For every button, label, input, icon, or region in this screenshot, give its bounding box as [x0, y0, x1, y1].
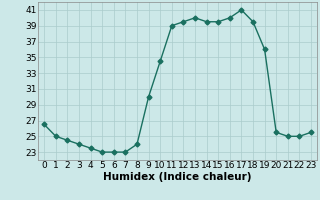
X-axis label: Humidex (Indice chaleur): Humidex (Indice chaleur) — [103, 172, 252, 182]
